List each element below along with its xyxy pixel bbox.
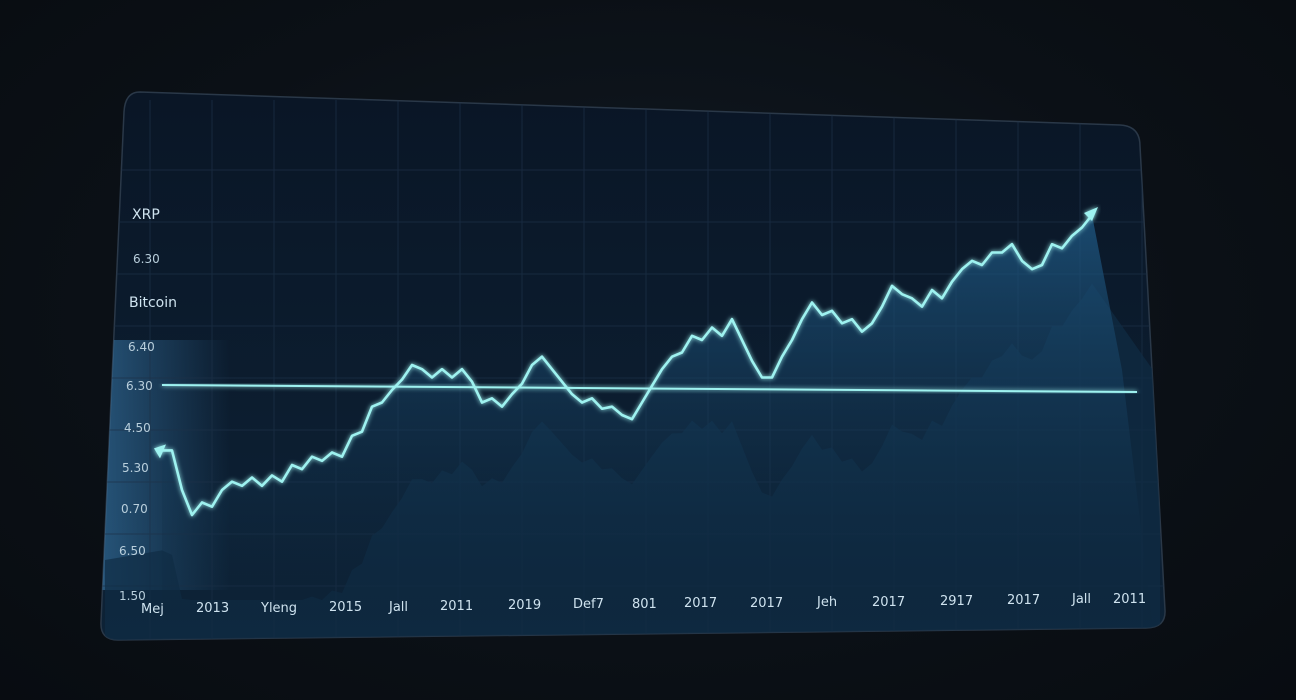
y-tick-labels: 6.30 6.40 6.30 4.50 5.30 0.70 6.50 1.50 [119,252,160,603]
y-tick-label: 6.40 [128,340,155,354]
y-tick-label: 6.30 [133,252,160,266]
y-tick-label: 0.70 [121,502,148,516]
x-tick-label: Def7 [573,597,604,612]
x-tick-label: 2019 [508,598,541,613]
x-tick-label: 2917 [940,594,973,609]
x-tick-label: 2017 [750,596,783,611]
x-tick-label: 801 [632,597,657,612]
x-tick-label: Yleng [260,601,297,616]
series-label-xrp: XRP [132,207,160,223]
x-tick-label: 2017 [1007,593,1040,608]
trend-arrow-icon [1084,207,1098,221]
x-tick-labels: Mej 2013 Yleng 2015 Jall 2011 2019 Def7 801 2017 2… [141,592,1146,617]
start-arrow-icon [154,444,166,459]
x-tick-label: 2017 [684,596,717,611]
x-tick-label: 2011 [440,599,473,614]
series-label-bitcoin: Bitcoin [129,295,177,311]
y-tick-label: 5.30 [122,461,149,475]
series-area [162,215,1152,620]
x-tick-label: 2013 [196,601,229,616]
x-tick-label: Mej [141,602,164,617]
x-tick-label: 2015 [329,600,362,615]
y-tick-label: 6.30 [126,379,153,393]
y-tick-label: 1.50 [119,589,146,603]
x-tick-label: Jeh [816,595,837,610]
x-tick-label: 2017 [872,595,905,610]
x-tick-label: Jall [388,600,408,615]
x-tick-label: Jall [1071,592,1091,607]
series-line [162,214,1094,517]
y-tick-label: 6.50 [119,544,146,558]
x-tick-label: 2011 [1113,592,1146,607]
y-tick-label: 4.50 [124,421,151,435]
